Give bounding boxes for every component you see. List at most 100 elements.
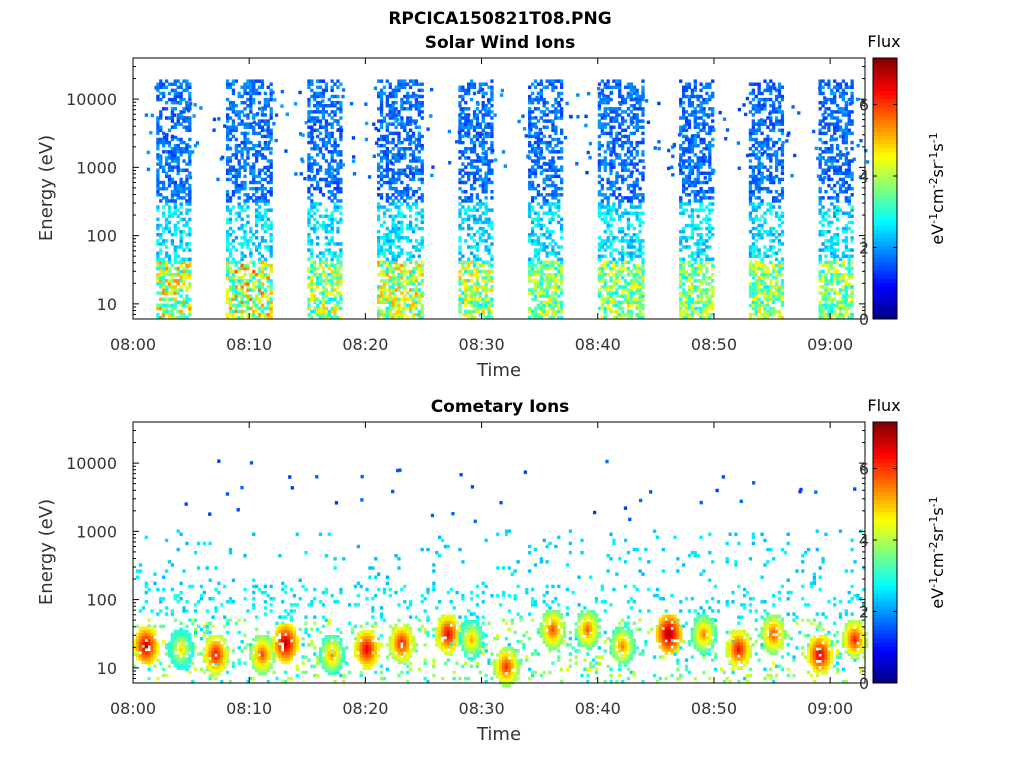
spectrogram-cell: [467, 263, 471, 268]
spectrogram-cell: [260, 254, 265, 258]
spectrogram-cell: [530, 159, 535, 163]
spectrogram-cell: [618, 113, 622, 117]
spectrogram-cell: [310, 263, 314, 268]
spectrogram-cell: [687, 143, 692, 148]
spectrogram-cell: [382, 315, 387, 320]
spectrogram-cell: [533, 248, 538, 252]
spectrogram-cell: [475, 248, 480, 252]
spectrogram-cell: [641, 150, 645, 154]
spectrogram-cell: [536, 165, 541, 169]
spectrogram-cell: [228, 260, 233, 265]
spectrogram-cell: [260, 183, 265, 188]
spectrogram-cell: [657, 140, 661, 144]
spectrogram-cell: [711, 125, 715, 129]
spectrogram-cell: [708, 211, 712, 215]
spectrogram-cell: [382, 294, 387, 298]
spectrogram-cell: [754, 309, 758, 314]
spectrogram-cell: [228, 303, 233, 308]
spectrogram-cell: [748, 248, 753, 252]
spectrogram-cell: [379, 260, 384, 265]
spectrogram-cell: [490, 104, 494, 108]
spectrogram-cell: [391, 153, 395, 157]
spectrogram-cell: [635, 107, 639, 111]
spectrogram-cell: [307, 153, 311, 157]
spectrogram-cell: [682, 153, 686, 157]
spectrogram-cell: [391, 94, 395, 99]
spectrogram-cell: [682, 162, 686, 166]
spectrogram-cell: [754, 239, 758, 243]
spectrogram-cell: [705, 122, 709, 126]
spectrogram-cell: [687, 297, 692, 301]
spectrogram-cell: [560, 156, 564, 160]
spectrogram-cell: [469, 300, 474, 305]
spectrogram-cell: [576, 115, 580, 119]
spectrogram-cell: [156, 171, 160, 176]
spectrogram-cell: [600, 193, 604, 197]
spectrogram-cell: [551, 239, 555, 243]
spectrogram-cell: [321, 260, 326, 265]
spectrogram-cell: [629, 82, 634, 86]
spectrogram-cell: [632, 263, 636, 268]
spectrogram-cell: [406, 193, 410, 197]
spectrogram-cell: [702, 190, 706, 194]
spectrogram-cell: [699, 251, 703, 255]
spectrogram-cell: [539, 140, 543, 145]
spectrogram-cell: [554, 128, 558, 133]
spectrogram-cell: [188, 229, 192, 234]
spectrogram-cell: [711, 257, 715, 262]
spectrogram-cell: [600, 122, 604, 126]
spectrogram-cell: [412, 140, 416, 145]
spectrogram-cell: [408, 142, 412, 146]
spectrogram-cell: [606, 147, 610, 151]
spectrogram-cell: [539, 94, 543, 99]
spectrogram-cell: [316, 183, 320, 188]
spectrogram-cell: [313, 297, 317, 301]
spectrogram-cell: [385, 257, 390, 262]
spectrogram-cell: [615, 276, 619, 280]
spectrogram-cell: [260, 85, 265, 90]
spectrogram-cell: [403, 260, 407, 265]
spectrogram-cell: [382, 156, 387, 160]
spectrogram-cell: [528, 306, 532, 311]
spectrogram-cell: [396, 118, 400, 122]
spectrogram-cell: [162, 288, 166, 292]
spectrogram-cell: [615, 269, 619, 274]
spectrogram-cell: [464, 297, 468, 301]
spectrogram-cell: [310, 94, 314, 99]
spectrogram-cell: [156, 131, 160, 136]
spectrogram-cell: [560, 110, 564, 114]
spectrogram-cell: [231, 309, 236, 314]
spectrogram-cell: [240, 312, 244, 317]
spectrogram-cell: [411, 104, 416, 108]
spectrogram-cell: [687, 199, 692, 203]
spectrogram-cell: [231, 128, 236, 133]
spectrogram-cell: [548, 119, 552, 123]
spectrogram-cell: [237, 269, 241, 274]
spectrogram-cell: [487, 100, 491, 105]
spectrogram-cell: [757, 309, 761, 314]
spectrogram-cell: [528, 180, 532, 185]
spectrogram-cell: [530, 134, 535, 139]
spectrogram-cell: [391, 171, 395, 176]
spectrogram-cell: [237, 205, 241, 209]
spectrogram-cell: [185, 116, 189, 120]
spectrogram-cell: [560, 263, 564, 268]
spectrogram-cell: [560, 282, 564, 286]
spectrogram-cell: [641, 257, 645, 262]
spectrogram-cell: [642, 165, 646, 170]
spectrogram-cell: [475, 272, 480, 277]
spectrogram-cell: [170, 282, 175, 286]
spectrogram-cell: [327, 174, 331, 179]
spectrogram-cell: [621, 177, 625, 182]
spectrogram-cell: [560, 113, 564, 117]
spectrogram-cell: [626, 196, 631, 200]
spectrogram-cell: [185, 125, 189, 129]
spectrogram-cell: [420, 88, 424, 93]
spectrogram-cell: [464, 91, 468, 96]
spectrogram-cell: [560, 193, 564, 197]
spectrogram-cell: [413, 121, 417, 125]
spectrogram-cell: [330, 217, 334, 222]
spectrogram-cell: [284, 149, 288, 153]
spectrogram-cell: [324, 122, 329, 126]
